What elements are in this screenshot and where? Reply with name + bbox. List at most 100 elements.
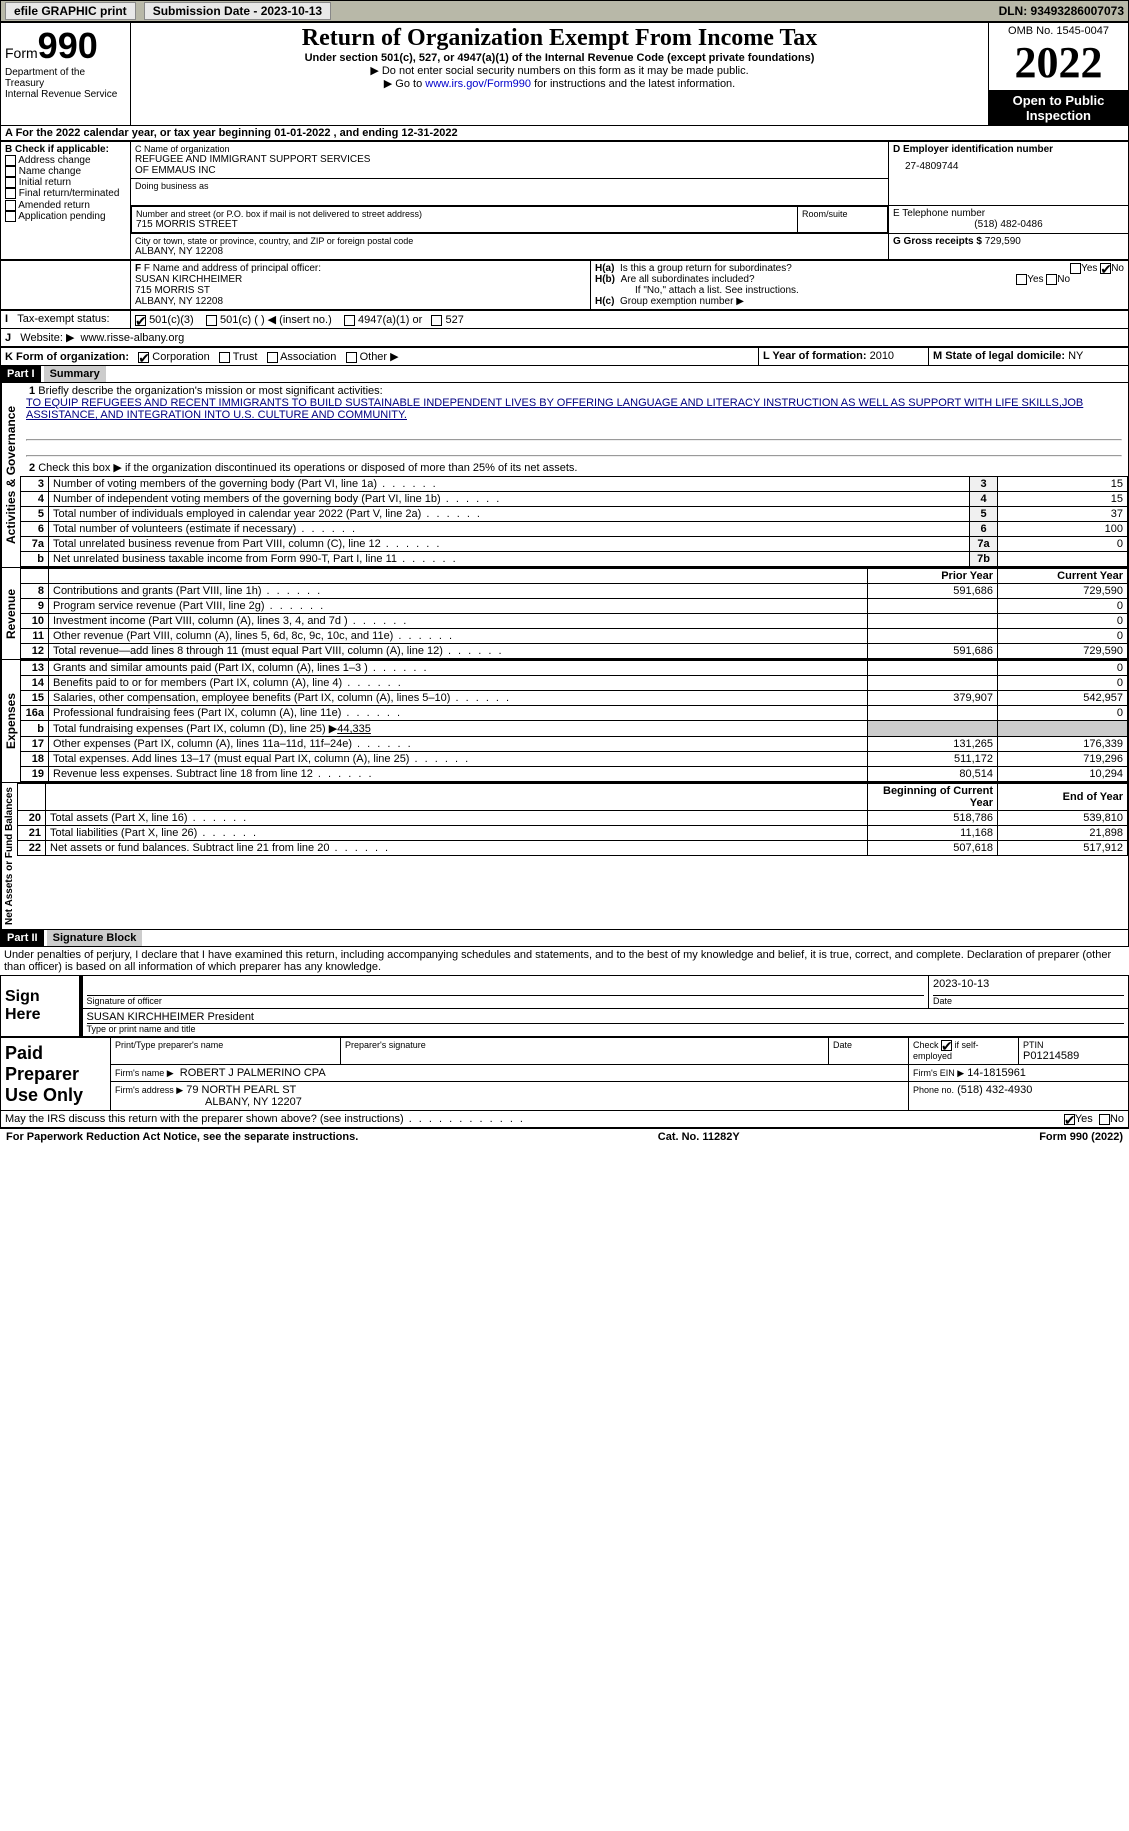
ssn-note: ▶ Do not enter social security numbers o… [135,64,984,77]
check-501c[interactable] [206,315,217,326]
ha-no[interactable] [1100,263,1111,274]
check-501c3[interactable] [135,315,146,326]
h-note: If "No," attach a list. See instructions… [595,285,1124,296]
exp-lines-table: 13Grants and similar amounts paid (Part … [20,660,1128,782]
officer-group-table: F F Name and address of principal office… [0,260,1129,310]
telephone: (518) 482-0486 [893,219,1124,230]
check-app-pending[interactable] [5,211,16,222]
gov-lines-table: 3Number of voting members of the governi… [20,476,1128,567]
check-trust[interactable] [219,352,230,363]
city-state-zip: ALBANY, NY 12208 [135,246,884,257]
box-k-label: K Form of organization: [5,351,129,363]
tax-status-table: I Tax-exempt status: 501(c)(3) 501(c) ( … [0,310,1129,347]
period-a: A For the 2022 calendar year, or tax yea… [0,126,1129,141]
hb-yes[interactable] [1016,274,1027,285]
box-g: G Gross receipts $ 729,590 [893,236,1124,247]
form-subtitle: Under section 501(c), 527, or 4947(a)(1)… [135,52,984,64]
check-name-change[interactable] [5,166,16,177]
box-b-title: B Check if applicable: [5,144,126,155]
form-ref: Form 990 (2022) [1039,1131,1123,1143]
line2-text: Check this box ▶ if the organization dis… [38,462,577,474]
room-label: Room/suite [802,209,883,219]
firm-addr1: 79 NORTH PEARL ST [186,1084,296,1096]
cat-no: Cat. No. 11282Y [658,1131,740,1143]
part1-header: Part I Summary [0,366,1129,383]
h-b: H(b) Are all subordinates included? Yes … [595,274,1124,285]
discuss-yes[interactable] [1064,1114,1075,1125]
page-footer: For Paperwork Reduction Act Notice, see … [0,1128,1129,1145]
year-formation: 2010 [870,350,894,362]
omb-number: OMB No. 1545-0047 [993,25,1124,37]
check-final-return[interactable] [5,188,16,199]
hb-no[interactable] [1046,274,1057,285]
governance-section: Activities & Governance 1 Briefly descri… [0,383,1129,568]
addr-label: Number and street (or P.O. box if mail i… [136,209,793,219]
check-other[interactable] [346,352,357,363]
firm-phone: (518) 432-4930 [957,1084,1032,1096]
box-d-label: D Employer identification number [893,144,1124,155]
open-inspection: Open to Public Inspection [989,91,1129,126]
signature-table: Sign Here Signature of officer 2023-10-1… [0,975,1129,1037]
sig-officer-label: Signature of officer [87,996,925,1006]
tax-status-label: Tax-exempt status: [17,313,109,325]
box-e-label: E Telephone number [893,208,1124,219]
irs-label: Internal Revenue Service [5,89,126,100]
city-label: City or town, state or province, country… [135,236,884,246]
expenses-section: Expenses 13Grants and similar amounts pa… [0,660,1129,783]
gov-vert-label: Activities & Governance [1,383,20,567]
dba-label: Doing business as [135,181,884,191]
line1-label: Briefly describe the organization's miss… [38,385,382,397]
mission-text: TO EQUIP REFUGEES AND RECENT IMMIGRANTS … [26,397,1083,421]
form-org-table: K Form of organization: Corporation Trus… [0,347,1129,366]
firm-addr2: ALBANY, NY 12207 [115,1096,302,1108]
ein-value: 27-4809744 [893,155,1124,172]
tax-year: 2022 [993,37,1124,88]
part2-header: Part II Signature Block [0,930,1129,947]
dln: DLN: 93493286007073 [999,4,1124,18]
submission-date: Submission Date - 2023-10-13 [144,2,331,20]
ptin-value: P01214589 [1023,1050,1124,1062]
paperwork-notice: For Paperwork Reduction Act Notice, see … [6,1131,358,1143]
paid-preparer-label: Paid Preparer Use Only [1,1038,111,1111]
street-address: 715 MORRIS STREET [136,219,793,230]
discuss-row: May the IRS discuss this return with the… [0,1111,1129,1128]
revenue-section: Revenue Prior YearCurrent Year8Contribut… [0,568,1129,660]
box-c-name-label: C Name of organization [135,144,884,154]
discuss-no[interactable] [1099,1114,1110,1125]
website-value: www.risse-albany.org [81,332,185,344]
exp-vert-label: Expenses [1,660,20,782]
check-initial-return[interactable] [5,177,16,188]
org-name-2: OF EMMAUS INC [135,165,884,176]
rev-lines-table: Prior YearCurrent Year8Contributions and… [20,568,1128,659]
website-label: Website: ▶ [20,332,74,344]
org-name-1: REFUGEE AND IMMIGRANT SUPPORT SERVICES [135,154,884,165]
officer-addr1: 715 MORRIS ST [135,285,586,296]
firm-name: ROBERT J PALMERINO CPA [180,1067,326,1079]
officer-name: SUSAN KIRCHHEIMER [135,274,586,285]
top-toolbar: efile GRAPHIC print Submission Date - 20… [0,0,1129,22]
box-f-label: F F Name and address of principal office… [135,263,586,274]
check-self-employed[interactable] [941,1040,952,1051]
check-amended[interactable] [5,200,16,211]
perjury-declaration: Under penalties of perjury, I declare th… [0,947,1129,975]
check-assoc[interactable] [267,352,278,363]
net-vert-label: Net Assets or Fund Balances [1,783,17,929]
check-corp[interactable] [138,352,149,363]
state-domicile: NY [1068,350,1083,362]
officer-addr2: ALBANY, NY 12208 [135,296,586,307]
efile-print-button[interactable]: efile GRAPHIC print [5,2,136,20]
check-address-change[interactable] [5,155,16,166]
rev-vert-label: Revenue [1,568,20,659]
firm-ein: 14-1815961 [967,1067,1026,1079]
sign-here-label: Sign Here [1,976,81,1037]
check-4947[interactable] [344,315,355,326]
check-527[interactable] [431,315,442,326]
ha-yes[interactable] [1070,263,1081,274]
irs-link[interactable]: www.irs.gov/Form990 [425,78,531,90]
goto-note: ▶ Go to www.irs.gov/Form990 for instruct… [135,77,984,90]
date-label: Date [933,996,1124,1006]
form-header: Form990 Department of the Treasury Inter… [0,22,1129,126]
form-number: Form990 [5,25,126,67]
type-name-label: Type or print name and title [87,1024,1125,1034]
org-info-table: B Check if applicable: Address change Na… [0,141,1129,260]
